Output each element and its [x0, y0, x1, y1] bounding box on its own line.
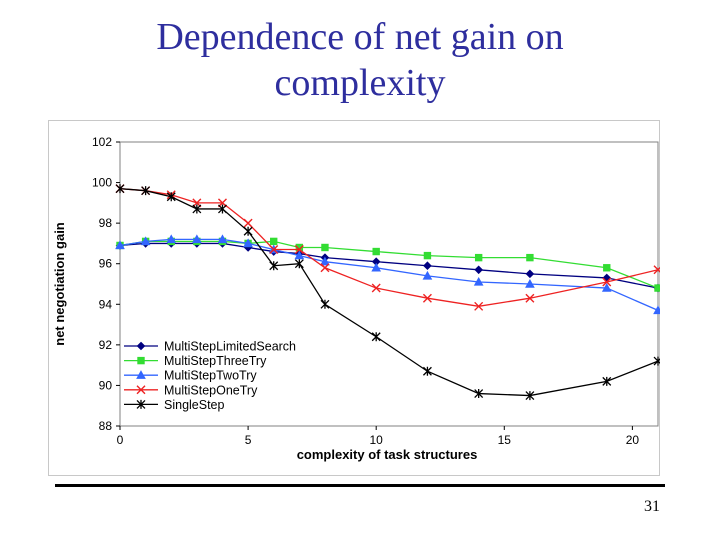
- data-point: [526, 253, 534, 262]
- data-point: [294, 250, 305, 260]
- y-tick-label: 90: [99, 378, 113, 392]
- y-axis-label: net negotiation gain: [52, 222, 67, 346]
- data-point: [243, 218, 253, 228]
- data-point: [192, 234, 202, 244]
- y-tick-label: 88: [99, 419, 113, 433]
- data-point: [423, 251, 432, 260]
- data-point: [371, 262, 382, 272]
- data-point: [218, 204, 227, 214]
- legend-label: MultiStepOneTry: [164, 383, 258, 397]
- legend-marker: [136, 399, 146, 409]
- data-point: [166, 234, 177, 244]
- x-tick-label: 15: [498, 433, 512, 447]
- data-point: [653, 265, 660, 275]
- data-point: [423, 261, 432, 271]
- x-tick-label: 5: [245, 433, 252, 447]
- x-tick-label: 0: [117, 433, 124, 447]
- legend-marker: [136, 341, 146, 351]
- data-point: [525, 391, 535, 401]
- x-tick-label: 10: [370, 433, 384, 447]
- y-tick-label: 96: [99, 257, 113, 271]
- series-MultiStepTwoTry: [115, 234, 660, 315]
- data-point: [422, 366, 432, 376]
- data-point: [525, 293, 535, 303]
- data-point: [653, 305, 660, 315]
- data-point: [217, 234, 228, 244]
- legend-label: MultiStepThreeTry: [164, 354, 267, 368]
- slide-title: Dependence of net gain on complexity: [0, 14, 720, 106]
- plot-area: [119, 141, 659, 427]
- data-point: [141, 186, 151, 196]
- data-point: [243, 226, 253, 236]
- data-point: [525, 278, 535, 288]
- legend-marker: [136, 370, 146, 379]
- data-point: [602, 277, 612, 287]
- y-tick-label: 102: [92, 135, 112, 149]
- footer-rule: [55, 484, 665, 487]
- data-point: [294, 259, 304, 269]
- data-point: [320, 263, 330, 273]
- series-MultiStepOneTry: [115, 184, 660, 311]
- data-point: [422, 293, 432, 303]
- data-point: [602, 376, 612, 386]
- data-point: [474, 389, 484, 399]
- x-tick-label: 20: [626, 433, 640, 447]
- data-point: [192, 204, 202, 214]
- data-point: [294, 245, 304, 255]
- data-point: [474, 265, 483, 275]
- data-point: [474, 301, 484, 311]
- y-tick-label: 100: [92, 176, 112, 190]
- data-point: [115, 240, 125, 250]
- data-point: [269, 245, 279, 255]
- y-tick-label: 94: [99, 297, 113, 311]
- data-point: [166, 192, 176, 202]
- data-point: [115, 184, 125, 194]
- data-point: [473, 276, 484, 286]
- slide-number: 31: [644, 498, 660, 515]
- line-chart: 88 90 92 94 96 98 100 102 0 5 10 15 20 complexity of …: [48, 120, 660, 476]
- data-point: [601, 283, 612, 292]
- data-point: [320, 256, 330, 266]
- data-point: [371, 332, 381, 342]
- series-SingleStep: [115, 184, 660, 401]
- data-point: [372, 247, 380, 256]
- data-point: [320, 299, 330, 309]
- legend-marker: [137, 356, 145, 365]
- legend: MultiStepLimitedSearchMultiStepThreeTryM…: [124, 340, 296, 412]
- y-tick-label: 92: [99, 338, 113, 352]
- slide-title-line-2: complexity: [274, 62, 446, 104]
- data-point: [654, 284, 660, 292]
- data-point: [474, 253, 483, 262]
- data-point: [422, 270, 433, 280]
- slide-title-line-1: Dependence of net gain on: [156, 16, 564, 58]
- legend-marker: [136, 385, 146, 395]
- data-point: [270, 237, 278, 246]
- legend-label: SingleStep: [164, 398, 225, 412]
- data-point: [653, 356, 660, 366]
- data-point: [603, 264, 611, 272]
- y-tick-label: 98: [99, 216, 113, 230]
- legend-label: MultiStepLimitedSearch: [164, 340, 296, 354]
- data-point: [525, 269, 535, 279]
- data-point: [321, 243, 329, 252]
- data-point: [269, 261, 279, 271]
- x-axis-label: complexity of task structures: [297, 447, 478, 462]
- data-point: [140, 236, 151, 246]
- data-point: [243, 238, 253, 248]
- data-point: [371, 283, 381, 293]
- legend-label: MultiStepTwoTry: [164, 369, 257, 383]
